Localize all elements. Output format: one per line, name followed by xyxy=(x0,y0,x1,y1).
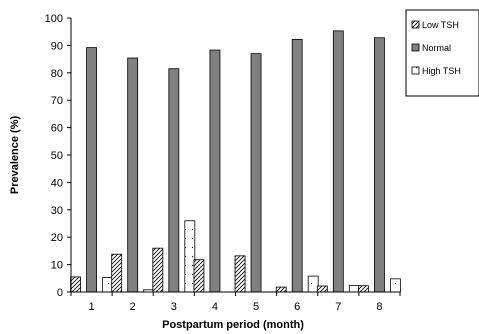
legend: Low TSH Normal High TSH xyxy=(406,10,479,96)
y-tick-label: 40 xyxy=(51,177,63,189)
bar-low-tsh xyxy=(358,286,368,292)
x-tick-label: 7 xyxy=(335,301,341,313)
bar-low-tsh xyxy=(235,256,245,292)
bar-low-tsh xyxy=(153,248,163,292)
y-tick-label: 0 xyxy=(57,287,63,299)
bar-high-tsh xyxy=(349,285,359,292)
x-tick-label: 1 xyxy=(89,301,95,313)
x-tick-label: 8 xyxy=(376,301,382,313)
y-tick-label: 90 xyxy=(51,40,63,52)
y-tick-label: 60 xyxy=(51,123,63,135)
y-tick-label: 100 xyxy=(45,13,63,25)
x-tick-label: 4 xyxy=(212,301,218,313)
bar-normal xyxy=(292,39,302,292)
bar-normal xyxy=(128,58,138,292)
bar-high-tsh xyxy=(185,221,195,292)
y-tick-label: 20 xyxy=(51,232,63,244)
legend-label: Low TSH xyxy=(422,20,459,30)
x-tick-label: 6 xyxy=(294,301,300,313)
y-axis-title: Prevalence (%) xyxy=(9,116,21,195)
legend-swatch xyxy=(412,67,419,74)
bar-normal xyxy=(87,48,97,292)
bar-low-tsh xyxy=(112,254,122,292)
bar-high-tsh xyxy=(103,277,113,292)
x-axis-ticks: 1 2 3 4 5 6 7 8 xyxy=(71,292,400,313)
bar-low-tsh xyxy=(71,277,81,292)
bar-low-tsh xyxy=(317,286,327,292)
bar-high-tsh xyxy=(390,279,400,292)
bar-normal xyxy=(333,31,343,292)
bar-low-tsh xyxy=(276,287,286,292)
x-tick-label: 2 xyxy=(130,301,136,313)
x-axis-title: Postpartum period (month) xyxy=(162,319,304,331)
bar-normal xyxy=(251,54,261,292)
y-tick-label: 80 xyxy=(51,68,63,80)
x-tick-label: 3 xyxy=(171,301,177,313)
y-tick-label: 10 xyxy=(51,260,63,272)
bar-high-tsh xyxy=(308,276,318,292)
bar-normal xyxy=(169,69,179,292)
legend-label: High TSH xyxy=(422,66,461,76)
bar-low-tsh xyxy=(194,260,204,292)
y-tick-label: 50 xyxy=(51,150,63,162)
legend-swatch xyxy=(412,21,419,28)
bar-normal xyxy=(374,38,384,292)
y-tick-label: 70 xyxy=(51,95,63,107)
x-tick-label: 5 xyxy=(253,301,259,313)
legend-swatch xyxy=(412,44,419,51)
legend-label: Normal xyxy=(422,43,451,53)
y-tick-label: 30 xyxy=(51,205,63,217)
y-axis-ticks: 0 10 20 30 40 50 60 70 80 90 100 xyxy=(45,13,71,299)
bars xyxy=(71,31,401,292)
bar-normal xyxy=(210,50,220,292)
